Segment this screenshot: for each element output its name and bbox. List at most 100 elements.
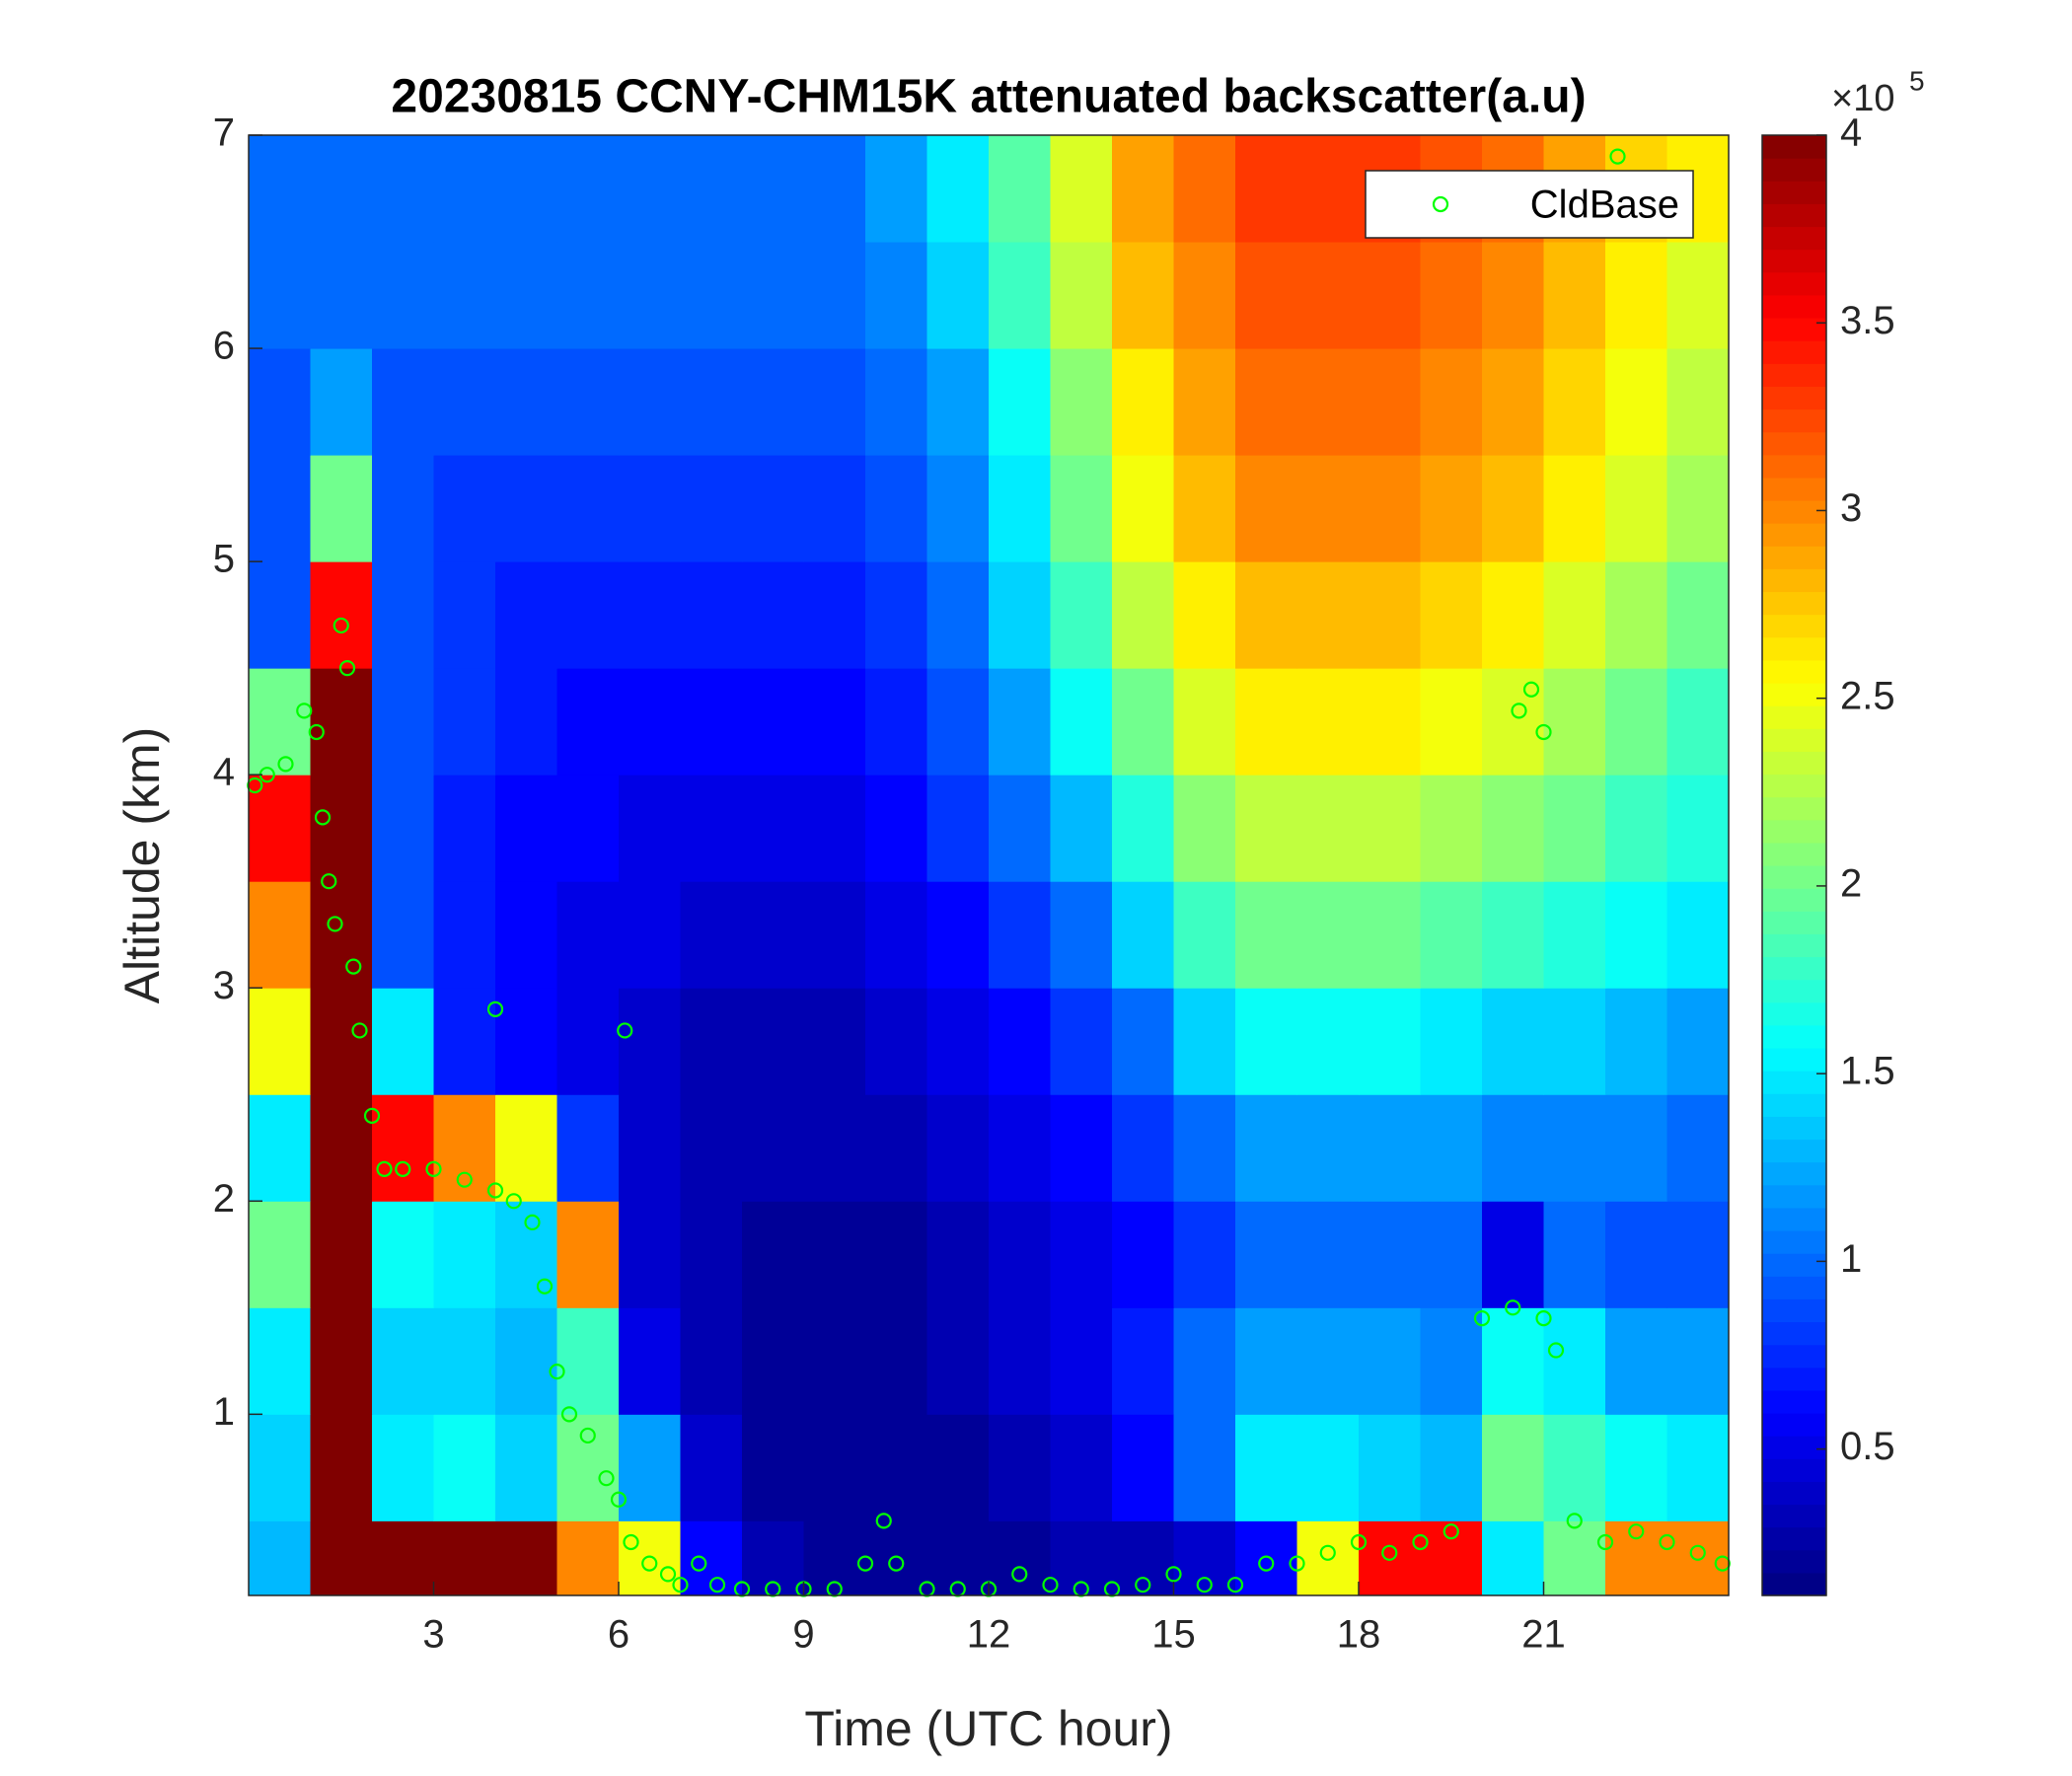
colorbar-swatch xyxy=(1762,294,1826,319)
heatmap-cell xyxy=(310,668,373,776)
heatmap-cell xyxy=(926,1414,990,1521)
heatmap-cell xyxy=(742,988,804,1095)
heatmap-cell xyxy=(249,242,311,349)
heatmap-cell xyxy=(1050,1520,1113,1596)
cloud-base-point xyxy=(363,1107,381,1124)
heatmap-cell xyxy=(1543,242,1606,349)
heatmap-cell xyxy=(1359,988,1421,1095)
heatmap-cell xyxy=(1482,775,1544,882)
heatmap-cell xyxy=(1173,1201,1236,1308)
heatmap-cell xyxy=(433,455,496,562)
heatmap-cell xyxy=(1605,455,1667,562)
heatmap-cell xyxy=(803,1520,866,1596)
heatmap-cell xyxy=(372,242,434,349)
heatmap-cell xyxy=(433,881,496,989)
heatmap-cell xyxy=(249,135,311,243)
cloud-base-point xyxy=(1566,1513,1583,1529)
colorbar-swatch xyxy=(1762,203,1826,228)
heatmap-cell xyxy=(1482,988,1544,1095)
heatmap-cell xyxy=(803,881,866,989)
cloud-base-point xyxy=(1547,1342,1565,1359)
heatmap-cell xyxy=(1666,1201,1730,1308)
cloud-base-point xyxy=(1511,703,1527,719)
heatmap-cell xyxy=(742,1201,804,1308)
heatmap-cell xyxy=(1112,455,1174,562)
heatmap-cell xyxy=(310,348,373,456)
heatmap-cell xyxy=(742,1307,804,1415)
x-tick-label: 21 xyxy=(1521,1613,1566,1657)
heatmap-cell xyxy=(619,1307,681,1415)
heatmap-cell xyxy=(803,135,866,243)
colorbar-swatch xyxy=(1762,1389,1826,1414)
colorbar-swatch xyxy=(1762,933,1826,958)
heatmap-cell xyxy=(619,348,681,456)
heatmap-cell xyxy=(1605,242,1667,349)
heatmap-cell xyxy=(1482,1414,1544,1521)
heatmap-cell xyxy=(433,242,496,349)
heatmap-cell xyxy=(989,348,1051,456)
heatmap-cell xyxy=(495,1414,557,1521)
heatmap-cell xyxy=(1235,561,1297,669)
heatmap-cell xyxy=(926,242,990,349)
heatmap-cell xyxy=(1666,1094,1730,1202)
heatmap-cell xyxy=(865,668,927,776)
colorbar-swatch xyxy=(1762,1184,1826,1209)
heatmap-cell xyxy=(926,988,990,1095)
heatmap-cell xyxy=(926,1520,990,1596)
heatmap-cell xyxy=(1543,1307,1606,1415)
heatmap-cell xyxy=(310,775,373,882)
colorbar-swatch xyxy=(1762,408,1826,433)
heatmap-cell xyxy=(1235,1307,1297,1415)
colorbar-swatch xyxy=(1762,454,1826,479)
heatmap-cell xyxy=(310,1094,373,1202)
heatmap-cell xyxy=(1173,668,1236,776)
colorbar-swatch xyxy=(1762,1572,1826,1596)
heatmap-cell xyxy=(556,668,620,776)
heatmap-cell xyxy=(372,1520,434,1596)
heatmap-cell xyxy=(619,242,681,349)
colorbar-swatch xyxy=(1762,911,1826,934)
heatmap-cell xyxy=(249,1414,311,1521)
y-tick-label: 6 xyxy=(213,325,235,368)
heatmap-cell xyxy=(865,1201,927,1308)
heatmap-cell xyxy=(1296,1520,1360,1596)
heatmap-cell xyxy=(1050,1307,1113,1415)
cloud-base-point xyxy=(856,1555,874,1572)
cloud-base-point xyxy=(1165,1566,1182,1583)
heatmap-cell xyxy=(310,1201,373,1308)
heatmap-cell xyxy=(680,988,743,1095)
colorbar-tick-label: 1.5 xyxy=(1840,1050,1895,1093)
heatmap-cell xyxy=(1173,348,1236,456)
heatmap-cell xyxy=(1296,1414,1360,1521)
heatmap-cell xyxy=(1482,1520,1544,1596)
x-tick-label: 9 xyxy=(792,1613,814,1657)
heatmap-cell xyxy=(1359,455,1421,562)
heatmap-cell xyxy=(1605,348,1667,456)
heatmap-cell xyxy=(1296,348,1360,456)
heatmap-cell xyxy=(680,668,743,776)
colorbar-swatch xyxy=(1762,568,1826,593)
heatmap-cell xyxy=(803,775,866,882)
heatmap-cell xyxy=(989,1094,1051,1202)
colorbar-swatch xyxy=(1762,591,1826,616)
colorbar-swatch xyxy=(1762,1253,1826,1277)
heatmap-cell xyxy=(556,988,620,1095)
heatmap-cell xyxy=(1543,1201,1606,1308)
colorbar-swatch xyxy=(1762,386,1826,410)
heatmap-cell xyxy=(372,881,434,989)
y-tick-label: 5 xyxy=(213,538,235,581)
heatmap-cell xyxy=(1420,668,1483,776)
heatmap-cell xyxy=(742,561,804,669)
heatmap-cell xyxy=(1050,988,1113,1095)
heatmap-cell xyxy=(556,1520,620,1596)
heatmap-cell xyxy=(433,668,496,776)
y-tick-label: 1 xyxy=(213,1390,235,1434)
heatmap-cell xyxy=(1420,775,1483,882)
heatmap-cell xyxy=(1050,1094,1113,1202)
colorbar-swatch xyxy=(1762,523,1826,547)
chart-title: 20230815 CCNY-CHM15K attenuated backscat… xyxy=(391,71,1586,123)
heatmap-cell xyxy=(1420,455,1483,562)
heatmap-cell xyxy=(1605,1094,1667,1202)
heatmap-cell xyxy=(1112,988,1174,1095)
